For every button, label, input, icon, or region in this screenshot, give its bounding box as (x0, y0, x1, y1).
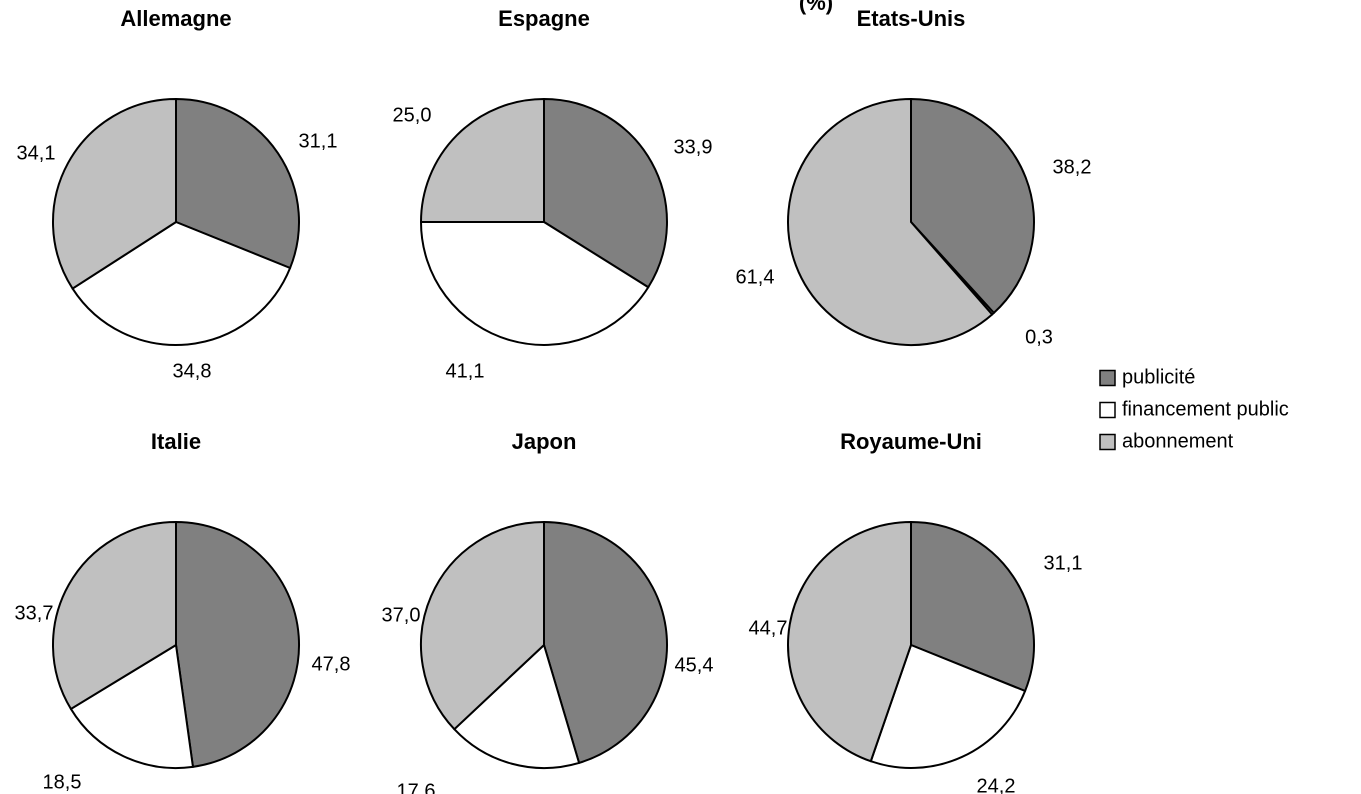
slice-value-label: 33,7 (15, 602, 54, 624)
legend-item-financement-public: financement public (1099, 398, 1289, 420)
slice-financement-public (420, 221, 650, 346)
legend-swatch (1099, 433, 1116, 451)
legend-item-publicite: publicité (1099, 366, 1195, 388)
slice-value-label: 45,4 (675, 654, 714, 676)
slice-publicite (175, 98, 300, 269)
pie-title: Royaume-Uni (840, 429, 982, 454)
slice-abonnement (52, 521, 177, 710)
pie-espagne: Espagne 33,9 41,1 25,0 (393, 6, 713, 382)
slice-financement-public (71, 221, 292, 346)
pie-japon: Japon 45,4 17,6 37,0 (382, 429, 714, 794)
slice-publicite (910, 521, 1035, 692)
slice-value-label: 34,1 (17, 142, 56, 164)
pie-royaume-uni: Royaume-Uni 31,1 24,2 44,7 (749, 429, 1083, 794)
slice-abonnement (787, 521, 912, 763)
slice-financement-public (453, 644, 581, 769)
slice-abonnement (52, 98, 177, 290)
slice-value-label: 37,0 (382, 604, 421, 626)
slice-financement-public (69, 644, 194, 770)
slice-abonnement (787, 98, 994, 346)
slice-value-label: 0,3 (1025, 326, 1053, 348)
slice-publicite (910, 98, 1035, 314)
pie-title: Japon (512, 429, 577, 454)
legend-item-abonnement: abonnement (1099, 430, 1234, 452)
pie-italie: Italie 47,8 18,5 33,7 (15, 429, 351, 793)
slice-abonnement (420, 521, 545, 731)
pies-layer: Allemagne 31,1 34,8 34,1 Espagne 33,9 41,1 25,0… (15, 6, 1092, 794)
pie-allemagne: Allemagne 31,1 34,8 34,1 (17, 6, 338, 382)
slice-value-label: 41,1 (446, 360, 485, 382)
pie-title: Etats-Unis (857, 6, 966, 31)
slice-value-label: 17,6 (397, 780, 436, 794)
pie-title: Allemagne (120, 6, 231, 31)
slice-value-label: 61,4 (736, 266, 775, 288)
slice-value-label: 25,0 (393, 104, 432, 126)
slice-value-label: 34,8 (173, 360, 212, 382)
legend-swatch (1099, 369, 1116, 387)
slice-value-label: 31,1 (299, 130, 338, 152)
slice-value-label: 44,7 (749, 617, 788, 639)
slice-value-label: 18,5 (43, 771, 82, 793)
legend: publicité financement public abonnement (1099, 366, 1289, 452)
slice-financement-public (869, 644, 1027, 769)
slice-value-label: 47,8 (312, 653, 351, 675)
slice-value-label: 31,1 (1044, 552, 1083, 574)
slice-value-label: 33,9 (674, 136, 713, 158)
slice-value-label: 38,2 (1053, 156, 1092, 178)
pie-title: Italie (151, 429, 201, 454)
slice-publicite (175, 521, 301, 768)
legend-label: abonnement (1122, 430, 1234, 452)
legend-label: publicité (1122, 366, 1195, 388)
legend-label: financement public (1122, 398, 1289, 420)
pie-title: Espagne (498, 6, 590, 31)
legend-swatch (1099, 401, 1116, 419)
pie-etats-unis: Etats-Unis 38,2 0,3 61,4 (736, 6, 1092, 348)
slice-abonnement (420, 98, 545, 223)
slice-value-label: 24,2 (977, 775, 1016, 794)
slice-publicite (543, 521, 669, 764)
chart-header-fragment: (%) (799, 0, 833, 15)
